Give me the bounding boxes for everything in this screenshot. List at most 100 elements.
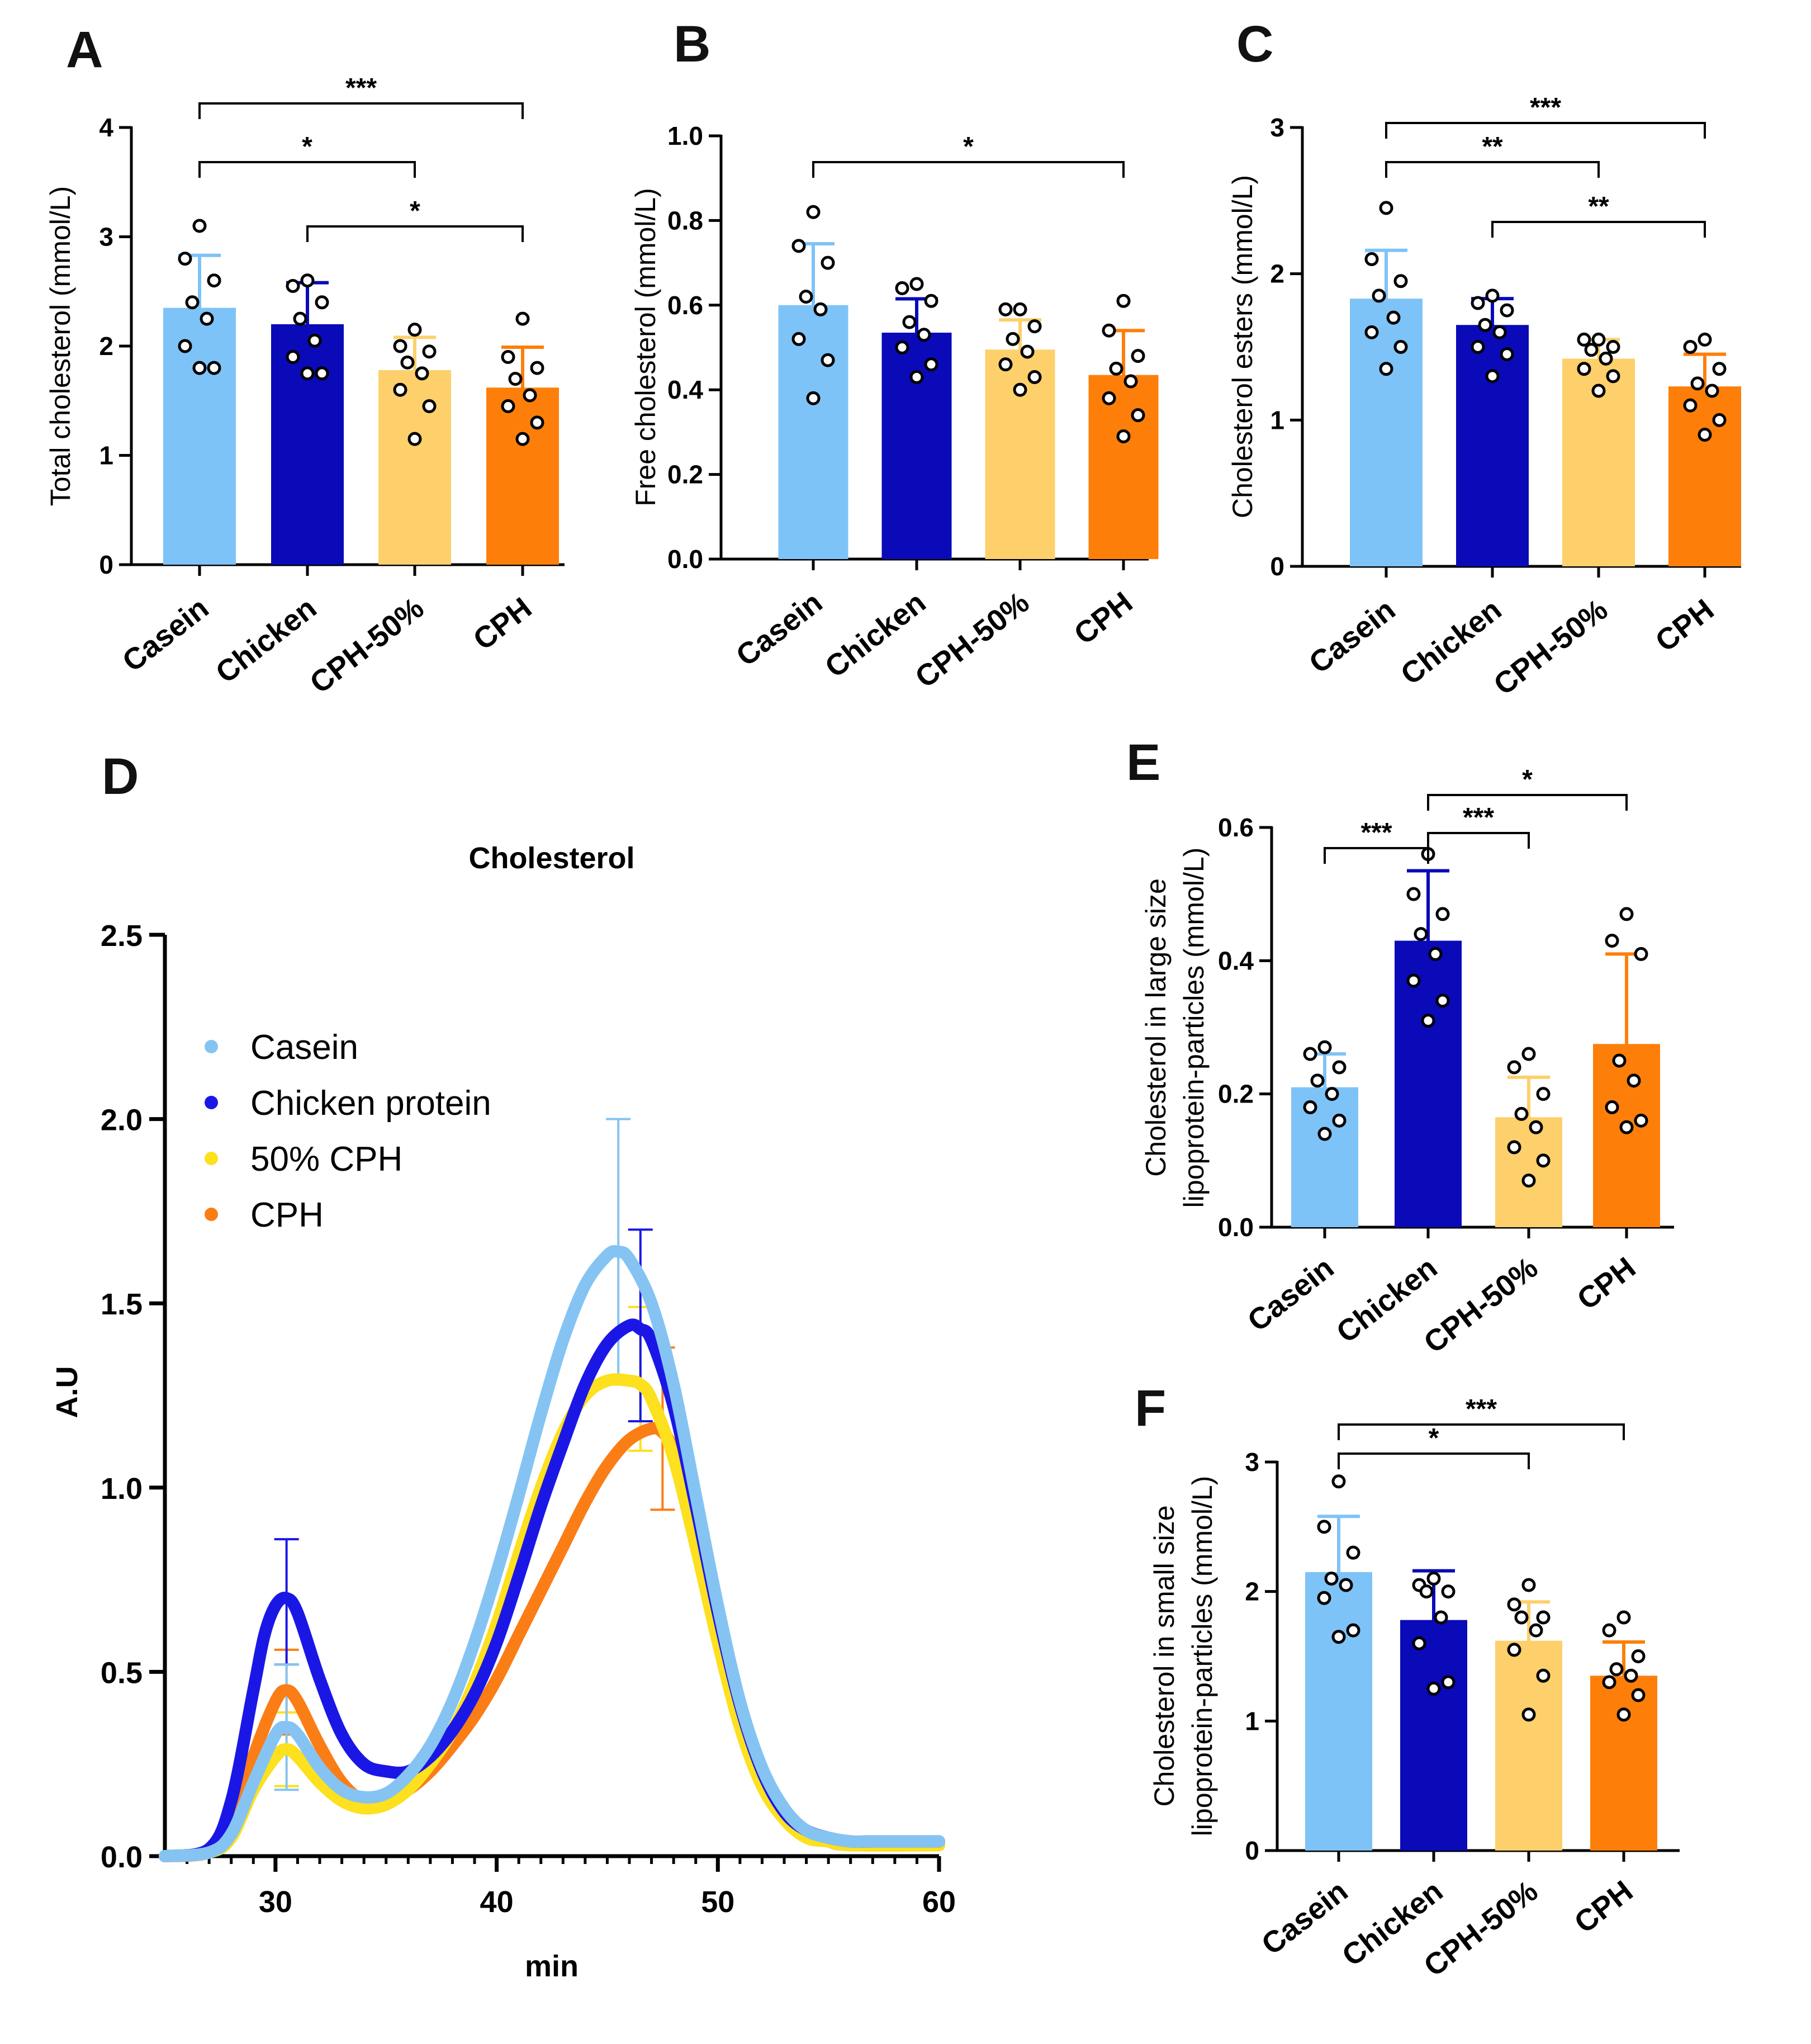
panel-c-data-point bbox=[1500, 347, 1514, 362]
panel-f-data-point bbox=[1317, 1591, 1331, 1605]
panel-c-data-point bbox=[1591, 384, 1606, 398]
panel-f-data-point bbox=[1602, 1623, 1616, 1638]
panel-a-x-tick-label: CPH bbox=[467, 591, 538, 656]
panel-a-data-point bbox=[407, 323, 422, 337]
legend-chicken-protein-marker bbox=[205, 1096, 218, 1109]
panel-c-data-point bbox=[1698, 428, 1712, 442]
panel-a-significance-label: * bbox=[302, 132, 312, 162]
panel-f-data-point bbox=[1529, 1623, 1543, 1638]
panel-a-significance-label: * bbox=[410, 196, 420, 226]
panel-a-data-point bbox=[307, 333, 322, 348]
panel-e-data-point bbox=[1303, 1100, 1317, 1114]
panel-b-data-point bbox=[917, 328, 931, 342]
panel-letter-e: E bbox=[1126, 734, 1160, 791]
panel-e-y-tick-label: 0.6 bbox=[1218, 813, 1254, 842]
panel-b-free-cholesterol-chart: 0.0 0.2 0.4 0.6 0.8 1.0 Free cholesterol (mmol… bbox=[630, 121, 1159, 694]
panel-a-y-tick-label: 1 bbox=[99, 441, 113, 470]
panel-f-significance-bracket bbox=[1338, 1452, 1530, 1469]
panel-a-data-point bbox=[178, 339, 192, 353]
panel-c-y-axis-title: Cholesterol esters (mmol/L) bbox=[1227, 175, 1258, 518]
panel-e-data-point bbox=[1435, 993, 1450, 1008]
panel-b-y-tick-label: 0.2 bbox=[667, 460, 703, 489]
panel-e-data-point bbox=[1605, 1100, 1619, 1114]
panel-c-data-point bbox=[1698, 332, 1712, 347]
panel-e-data-point bbox=[1406, 973, 1421, 988]
panel-f-data-point bbox=[1412, 1636, 1426, 1650]
panel-e-data-point bbox=[1619, 907, 1634, 921]
panel-e-data-point bbox=[1325, 1087, 1339, 1101]
panel-b-x-tick-label: CPH-50% bbox=[909, 585, 1035, 694]
panel-e-data-point bbox=[1507, 1140, 1521, 1155]
panel-f-y-tick-label: 1 bbox=[1245, 1706, 1259, 1735]
panel-f-data-point bbox=[1346, 1545, 1360, 1560]
panel-a-y-axis-title: Total cholesterol (mmol/L) bbox=[45, 186, 76, 506]
panel-a-data-point bbox=[200, 311, 214, 326]
panel-a-x-tick-label: CPH-50% bbox=[304, 591, 430, 700]
panel-b-data-point bbox=[791, 239, 806, 253]
panel-a-data-point bbox=[286, 350, 300, 365]
panel-letter-d: D bbox=[102, 748, 139, 805]
panel-e-data-point bbox=[1529, 1120, 1543, 1134]
panel-a-data-point bbox=[207, 273, 221, 288]
panel-a-data-point bbox=[523, 388, 537, 403]
panel-e-data-point bbox=[1317, 1127, 1332, 1141]
panel-f-data-point bbox=[1346, 1623, 1360, 1638]
panel-b-data-point bbox=[1027, 370, 1042, 384]
panel-c-significance-label: ** bbox=[1482, 132, 1503, 162]
panel-b-x-tick-label: CPH bbox=[1068, 585, 1139, 651]
panel-c-data-point bbox=[1705, 384, 1719, 398]
panel-f-significance-bracket bbox=[1338, 1423, 1625, 1440]
panel-c-y-tick-label: 3 bbox=[1270, 113, 1284, 142]
panel-b-data-point bbox=[998, 357, 1013, 372]
panel-c-bar-2 bbox=[1456, 325, 1529, 566]
panel-e-data-point bbox=[1514, 1106, 1529, 1121]
panel-a-data-point bbox=[207, 361, 221, 375]
panel-e-data-point bbox=[1332, 1113, 1347, 1128]
panel-c-data-point bbox=[1584, 343, 1599, 357]
panel-f-data-point bbox=[1441, 1675, 1456, 1690]
panel-d-x-axis-title: min bbox=[525, 1950, 579, 1983]
panel-b-data-point bbox=[821, 353, 835, 367]
panel-a-data-point bbox=[178, 252, 192, 266]
panel-f-data-point bbox=[1331, 1630, 1346, 1644]
panel-a-data-point bbox=[192, 219, 207, 233]
panel-a-y-tick-label: 4 bbox=[99, 113, 113, 142]
panel-f-data-point bbox=[1616, 1610, 1631, 1625]
panel-e-significance-bracket bbox=[1427, 794, 1628, 811]
panel-b-data-point bbox=[1013, 302, 1027, 316]
panel-f-data-point bbox=[1514, 1610, 1529, 1625]
panel-d-chart-title: Cholesterol bbox=[468, 841, 634, 875]
panel-e-data-point bbox=[1536, 1087, 1551, 1101]
panel-f-data-point bbox=[1507, 1643, 1521, 1657]
panel-c-data-point bbox=[1577, 362, 1591, 376]
panel-e-significance-label: *** bbox=[1360, 818, 1392, 848]
panel-e-data-point bbox=[1428, 947, 1443, 961]
panel-letter-c: C bbox=[1236, 16, 1273, 73]
panel-a-y-tick-label: 2 bbox=[99, 332, 113, 361]
panel-a-x-tick-label: Casein bbox=[116, 591, 215, 678]
panel-f-small-particles-chart: 0 1 2 3 Cholesterol in small size lipoprotein… bbox=[1149, 1394, 1680, 1983]
panel-e-y-axis-title-line: Cholesterol in large size bbox=[1140, 878, 1172, 1177]
panel-e-data-point bbox=[1435, 907, 1450, 921]
panel-a-data-point bbox=[300, 366, 315, 381]
panel-f-y-tick-label: 2 bbox=[1245, 1577, 1259, 1606]
panel-b-data-point bbox=[806, 205, 821, 219]
panel-b-data-point bbox=[1131, 349, 1145, 363]
legend-cph-label: CPH bbox=[250, 1196, 324, 1234]
panel-letter-a: A bbox=[66, 21, 103, 78]
panel-c-data-point bbox=[1379, 362, 1393, 376]
panel-e-data-point bbox=[1634, 947, 1648, 961]
panel-f-data-point bbox=[1631, 1649, 1646, 1663]
panel-e-data-point bbox=[1612, 1053, 1627, 1068]
panel-b-data-point bbox=[1116, 294, 1131, 308]
panel-e-data-point bbox=[1507, 1060, 1521, 1075]
panel-c-x-tick-label: CPH bbox=[1649, 593, 1720, 658]
panel-d-x-tick-label: 60 bbox=[922, 1885, 956, 1919]
panel-b-data-point bbox=[924, 294, 938, 308]
panel-c-data-point bbox=[1599, 351, 1613, 366]
panel-c-y-tick-label: 1 bbox=[1270, 405, 1284, 434]
panel-c-significance-bracket bbox=[1385, 122, 1706, 139]
panel-d-cholesterol-profile-chart: Cholesterol 0.0 0.5 1.0 1.5 2.0 2.5 30 40 50 60 min… bbox=[50, 841, 956, 1983]
panel-d-x-tick-label: 50 bbox=[701, 1885, 734, 1919]
